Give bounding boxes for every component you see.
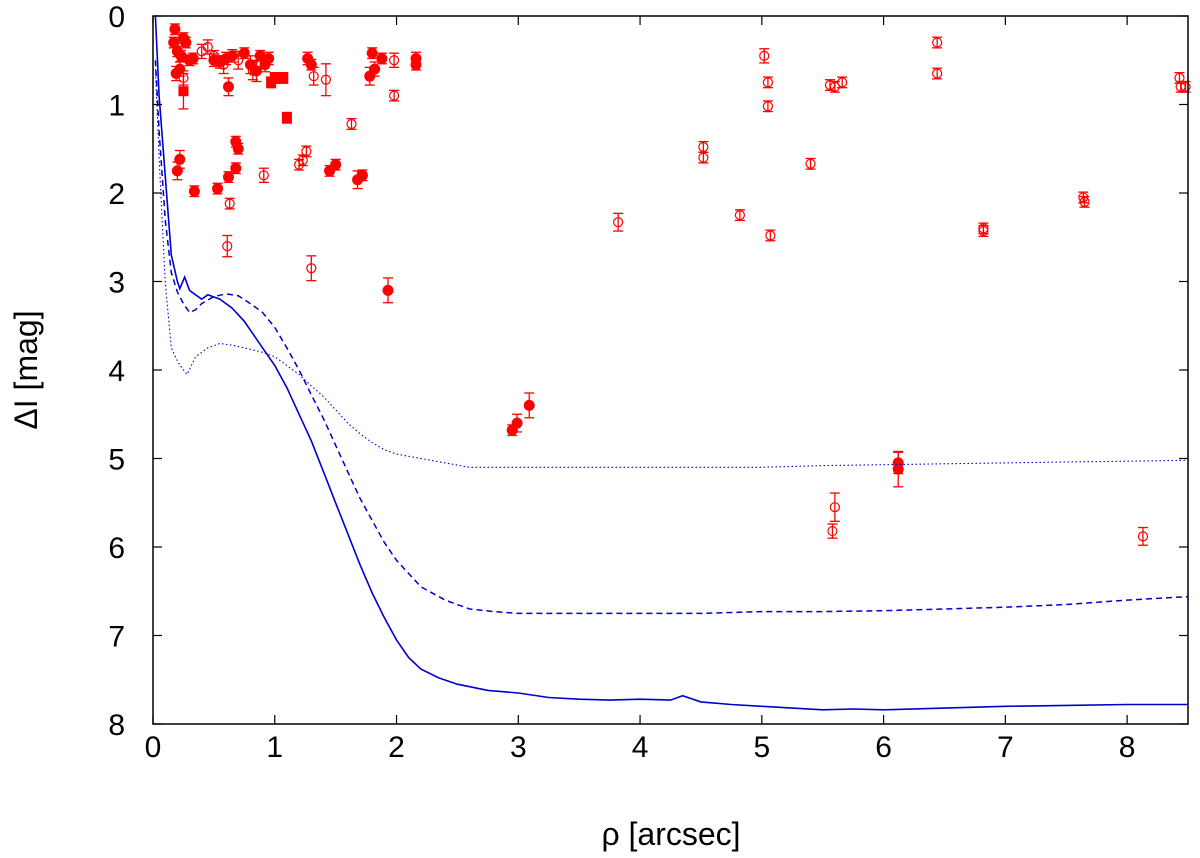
y-tick-label: 7	[108, 621, 125, 654]
filled-circle-point	[511, 413, 523, 433]
open-circle-point	[932, 36, 943, 49]
filled-circle-point	[230, 162, 242, 175]
open-circle-point	[698, 151, 709, 164]
open-circle-point	[301, 145, 312, 158]
open-circle-point	[765, 229, 776, 242]
open-circle-point	[932, 67, 943, 80]
open-circle-point	[805, 157, 816, 170]
x-tick-label: 5	[753, 731, 770, 764]
filled-circle-point	[369, 61, 381, 77]
open-circle-point	[346, 118, 357, 130]
open-circle-point	[837, 76, 848, 89]
x-tick-label: 8	[1119, 731, 1136, 764]
open-circle-point	[320, 63, 332, 97]
filled-circle-point	[212, 182, 224, 195]
open-circle-point	[1180, 80, 1191, 93]
open-circle-point	[306, 255, 317, 282]
x-tick-label: 6	[875, 731, 892, 764]
y-axis-title: ΔI [mag]	[8, 310, 44, 429]
filled-circle-point	[226, 48, 238, 63]
open-circle-point	[208, 49, 219, 62]
open-circle-point	[308, 66, 319, 86]
filled-circle-point	[330, 158, 342, 171]
filled-circle-point	[382, 277, 394, 304]
open-circle-point	[1137, 526, 1149, 546]
open-circle-point	[829, 492, 840, 522]
open-circle-point	[218, 55, 229, 75]
open-circle-point	[762, 76, 774, 89]
filled-circle-point	[523, 392, 535, 419]
open-circle-point	[233, 50, 244, 70]
x-tick-label: 1	[266, 731, 283, 764]
x-tick-label: 0	[145, 731, 162, 764]
filled-circle-point	[892, 450, 904, 488]
open-circle-point	[759, 48, 770, 64]
open-circle-point	[827, 523, 838, 539]
y-tick-label: 0	[108, 1, 125, 34]
filled-circle-point	[366, 47, 378, 60]
filled-circle-point	[180, 36, 192, 49]
open-circle-point	[1079, 195, 1090, 208]
open-circle-point	[258, 167, 269, 184]
filled-circle-point	[175, 49, 187, 62]
open-circle-point	[829, 80, 840, 93]
y-tick-label: 2	[108, 178, 125, 211]
y-tick-label: 6	[108, 532, 125, 565]
x-tick-label: 4	[632, 731, 649, 764]
filled-square-point	[281, 111, 292, 124]
filled-circle-point	[254, 49, 266, 62]
filled-square-point	[278, 71, 289, 84]
x-tick-label: 3	[510, 731, 527, 764]
open-circle-point	[202, 39, 213, 55]
filled-circle-point	[305, 58, 317, 71]
y-tick-label: 5	[108, 444, 125, 477]
open-circle-point	[388, 89, 400, 102]
open-circle-point	[224, 197, 235, 210]
open-circle-point	[762, 100, 774, 113]
x-axis-title: ρ [arcsec]	[601, 816, 740, 852]
filled-circle-point	[188, 185, 200, 198]
filled-circle-point	[263, 51, 275, 66]
contrast-curve-dashed-line	[154, 60, 1189, 615]
y-tick-label: 1	[108, 90, 125, 123]
filled-circle-point	[187, 52, 199, 65]
filled-circle-point	[222, 77, 234, 97]
open-circle-point	[222, 234, 233, 258]
open-circle-point	[247, 61, 258, 81]
filled-circle-point	[169, 23, 181, 36]
open-circle-point	[734, 209, 746, 222]
filled-circle-point	[376, 52, 388, 65]
filled-circle-point	[410, 58, 422, 71]
filled-circle-point	[222, 171, 234, 184]
y-tick-label: 8	[108, 709, 125, 742]
open-circle-point	[978, 225, 989, 238]
filled-circle-point	[232, 142, 244, 155]
x-tick-label: 2	[388, 731, 405, 764]
contrast-curve-dotted-line	[154, 69, 1189, 468]
open-circle-point	[388, 52, 400, 68]
filled-square-point	[269, 71, 280, 84]
filled-circle-point	[356, 169, 368, 182]
filled-circle-point	[251, 59, 262, 83]
filled-circle-point	[171, 161, 183, 181]
contrast-curve-solid-line	[154, 15, 1188, 711]
y-tick-label: 4	[108, 355, 125, 388]
open-circle-point	[613, 212, 624, 232]
x-tick-label: 7	[997, 731, 1014, 764]
y-tick-label: 3	[108, 267, 125, 300]
open-circle-point	[178, 70, 189, 86]
